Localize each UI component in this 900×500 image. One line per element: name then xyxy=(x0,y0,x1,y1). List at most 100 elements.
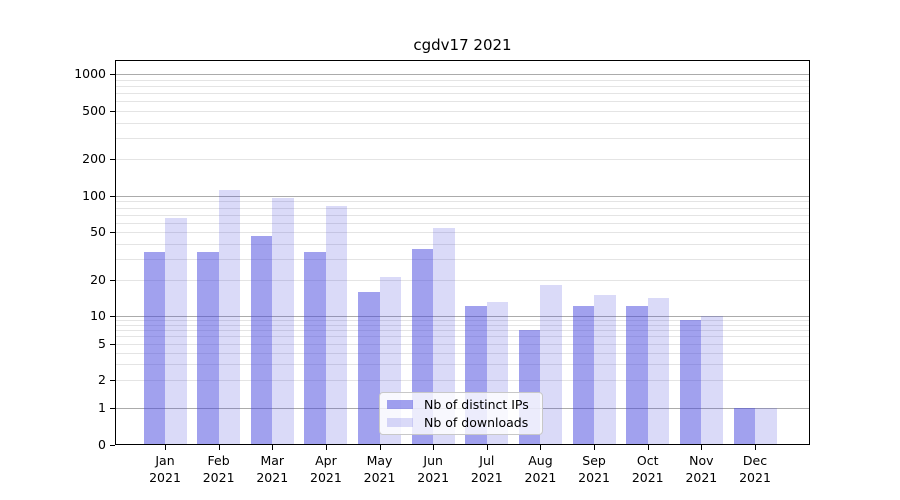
bar-nb-of-distinct-ips-may-2021 xyxy=(358,291,380,445)
gridline-minor-80 xyxy=(116,207,809,209)
bar-nb-of-distinct-ips-sep-2021 xyxy=(572,306,595,445)
bar-nb-of-downloads-apr-2021 xyxy=(325,205,348,445)
gridline-minor-300 xyxy=(116,137,809,139)
legend-label-distinct-ips: Nb of distinct IPs xyxy=(424,397,529,412)
y-tick-mark-200 xyxy=(110,159,115,161)
gridline-minor-20 xyxy=(116,279,809,281)
bar-nb-of-downloads-oct-2021 xyxy=(647,298,670,445)
gridline-minor-7 xyxy=(116,330,809,332)
y-tick-mark-5 xyxy=(110,343,115,345)
y-tick-label-200: 200 xyxy=(82,151,106,167)
y-tick-label-50: 50 xyxy=(90,224,106,240)
gridline-minor-3 xyxy=(116,364,809,366)
x-tick-label-jun-2021: Jun 2021 xyxy=(417,453,450,485)
x-tick-label-oct-2021: Oct 2021 xyxy=(631,453,664,485)
gridline-minor-700 xyxy=(116,92,809,94)
gridline-minor-30 xyxy=(116,258,809,260)
bar-nb-of-distinct-ips-feb-2021 xyxy=(197,252,219,445)
bar-nb-of-downloads-nov-2021 xyxy=(701,316,723,445)
x-tick-mark-nov-2021 xyxy=(701,445,703,450)
gridline-minor-40 xyxy=(116,243,809,245)
x-tick-mark-aug-2021 xyxy=(540,445,542,450)
bar-nb-of-distinct-ips-nov-2021 xyxy=(679,320,702,445)
y-tick-label-500: 500 xyxy=(82,102,106,118)
gridline-minor-8 xyxy=(116,324,809,326)
x-tick-label-jan-2021: Jan 2021 xyxy=(149,453,181,485)
bar-nb-of-downloads-dec-2021 xyxy=(755,408,777,445)
x-tick-mark-oct-2021 xyxy=(647,445,649,450)
gridline-major-1000 xyxy=(116,74,809,75)
gridline-minor-50 xyxy=(116,232,809,234)
bar-nb-of-downloads-aug-2021 xyxy=(540,285,562,445)
bar-nb-of-distinct-ips-jan-2021 xyxy=(143,252,165,445)
bar-nb-of-downloads-sep-2021 xyxy=(594,294,616,445)
bar-nb-of-downloads-feb-2021 xyxy=(218,189,241,445)
gridline-minor-90 xyxy=(116,201,809,203)
y-tick-label-20: 20 xyxy=(90,271,106,287)
gridline-minor-60 xyxy=(116,222,809,224)
y-tick-mark-100 xyxy=(110,196,115,197)
y-tick-mark-50 xyxy=(110,232,115,234)
x-tick-mark-dec-2021 xyxy=(755,445,756,450)
x-tick-label-feb-2021: Feb 2021 xyxy=(202,453,235,485)
y-tick-mark-1 xyxy=(110,408,115,409)
x-tick-mark-jul-2021 xyxy=(486,445,488,450)
bar-nb-of-distinct-ips-mar-2021 xyxy=(250,236,273,445)
x-tick-mark-apr-2021 xyxy=(325,445,327,450)
gridline-minor-9 xyxy=(116,320,809,322)
x-tick-mark-jun-2021 xyxy=(433,445,435,450)
gridline-minor-6 xyxy=(116,336,809,338)
gridline-major-10 xyxy=(116,316,809,317)
gridline-minor-70 xyxy=(116,214,809,216)
x-tick-mark-jan-2021 xyxy=(165,445,166,450)
y-tick-mark-0 xyxy=(110,445,115,446)
y-tick-label-0: 0 xyxy=(98,437,106,452)
y-tick-label-2: 2 xyxy=(98,372,106,388)
legend-item-distinct-ips: Nb of distinct IPs xyxy=(387,397,535,412)
gridline-minor-500 xyxy=(116,110,809,112)
x-tick-label-mar-2021: Mar 2021 xyxy=(256,453,289,485)
gridline-minor-600 xyxy=(116,101,809,103)
y-tick-mark-500 xyxy=(110,110,115,112)
legend-item-downloads: Nb of downloads xyxy=(387,415,535,430)
gridline-minor-5 xyxy=(116,343,809,345)
gridline-minor-400 xyxy=(116,122,809,124)
x-tick-label-aug-2021: Aug 2021 xyxy=(524,453,557,485)
x-tick-label-sep-2021: Sep 2021 xyxy=(578,453,610,485)
chart-title: cgdv17 2021 xyxy=(413,36,512,54)
bar-nb-of-distinct-ips-oct-2021 xyxy=(626,306,648,445)
gridline-major-100 xyxy=(116,196,809,197)
legend-label-downloads: Nb of downloads xyxy=(424,415,529,430)
x-tick-label-apr-2021: Apr 2021 xyxy=(310,453,342,485)
legend: Nb of distinct IPs Nb of downloads xyxy=(379,392,543,435)
y-tick-label-1: 1 xyxy=(98,400,106,415)
x-tick-mark-may-2021 xyxy=(379,445,381,450)
x-tick-mark-mar-2021 xyxy=(272,445,274,450)
x-tick-label-jul-2021: Jul 2021 xyxy=(470,453,503,485)
x-tick-label-dec-2021: Dec 2021 xyxy=(739,453,771,485)
x-tick-label-nov-2021: Nov 2021 xyxy=(685,453,718,485)
y-tick-mark-1000 xyxy=(110,74,115,75)
gridline-minor-2 xyxy=(116,380,809,382)
gridline-minor-900 xyxy=(116,79,809,81)
gridline-minor-200 xyxy=(116,159,809,161)
y-tick-label-10: 10 xyxy=(90,308,106,323)
x-tick-mark-sep-2021 xyxy=(594,445,596,450)
y-tick-label-1000: 1000 xyxy=(74,66,106,81)
x-tick-mark-feb-2021 xyxy=(218,445,220,450)
legend-swatch-downloads-icon xyxy=(387,418,413,427)
y-tick-mark-20 xyxy=(110,279,115,281)
gridline-minor-4 xyxy=(116,352,809,354)
y-tick-mark-2 xyxy=(110,380,115,382)
bar-nb-of-distinct-ips-apr-2021 xyxy=(304,252,326,445)
x-tick-label-may-2021: May 2021 xyxy=(363,453,396,485)
y-tick-label-5: 5 xyxy=(98,335,106,351)
y-tick-mark-10 xyxy=(110,316,115,317)
bar-nb-of-downloads-jan-2021 xyxy=(165,218,187,445)
bar-nb-of-distinct-ips-dec-2021 xyxy=(733,408,755,445)
bar-nb-of-downloads-jun-2021 xyxy=(433,228,455,445)
bar-nb-of-downloads-mar-2021 xyxy=(272,198,294,445)
gridline-minor-800 xyxy=(116,85,809,87)
legend-swatch-distinct-ips-icon xyxy=(387,400,413,409)
y-tick-label-100: 100 xyxy=(82,188,106,203)
